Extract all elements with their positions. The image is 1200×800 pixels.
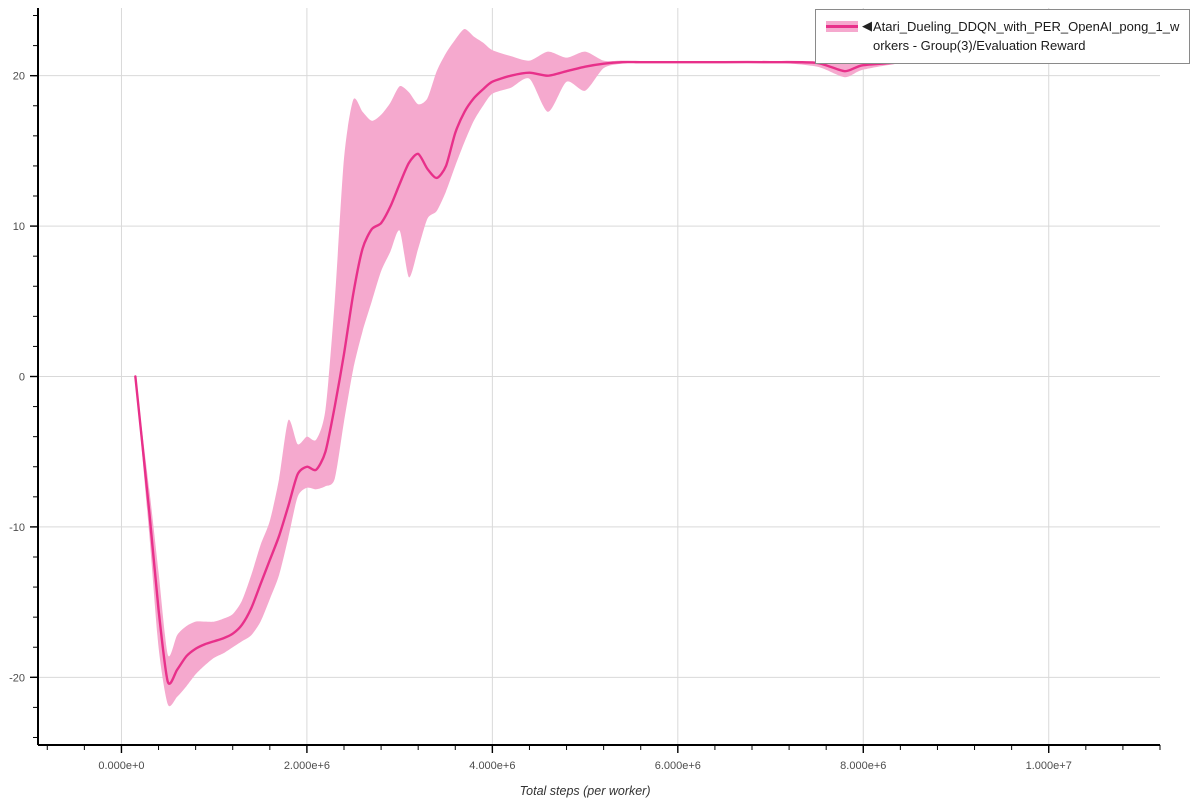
axis-ticks <box>30 15 1161 753</box>
x-tick-label: 4.000e+6 <box>469 760 515 772</box>
grid-lines <box>38 8 1160 745</box>
x-tick-label: 6.000e+6 <box>655 760 701 772</box>
y-tick-label: -20 <box>9 672 25 684</box>
y-tick-label: 10 <box>13 221 25 233</box>
x-tick-label: 0.000e+0 <box>98 760 144 772</box>
left-triangle-icon: ◀ <box>862 18 872 33</box>
y-tick-label: -10 <box>9 522 25 534</box>
legend[interactable]: ◀ Atari_Dueling_DDQN_with_PER_OpenAI_pon… <box>815 9 1190 64</box>
legend-entry-label: Atari_Dueling_DDQN_with_PER_OpenAI_pong_… <box>873 19 1180 53</box>
legend-line-swatch <box>826 25 858 28</box>
x-tick-label: 1.000e+7 <box>1026 760 1072 772</box>
x-axis-title: Total steps (per worker) <box>520 784 651 798</box>
y-tick-label: 0 <box>19 372 25 384</box>
axis-tick-labels: 0.000e+0 2.000e+6 4.000e+6 6.000e+6 8.000e+6… <box>9 71 1072 772</box>
y-tick-label: 20 <box>13 71 25 83</box>
legend-swatch <box>824 18 860 35</box>
x-tick-label: 2.000e+6 <box>284 760 330 772</box>
confidence-band <box>135 29 1049 707</box>
x-tick-label: 8.000e+6 <box>840 760 886 772</box>
series-line <box>134 60 1050 685</box>
